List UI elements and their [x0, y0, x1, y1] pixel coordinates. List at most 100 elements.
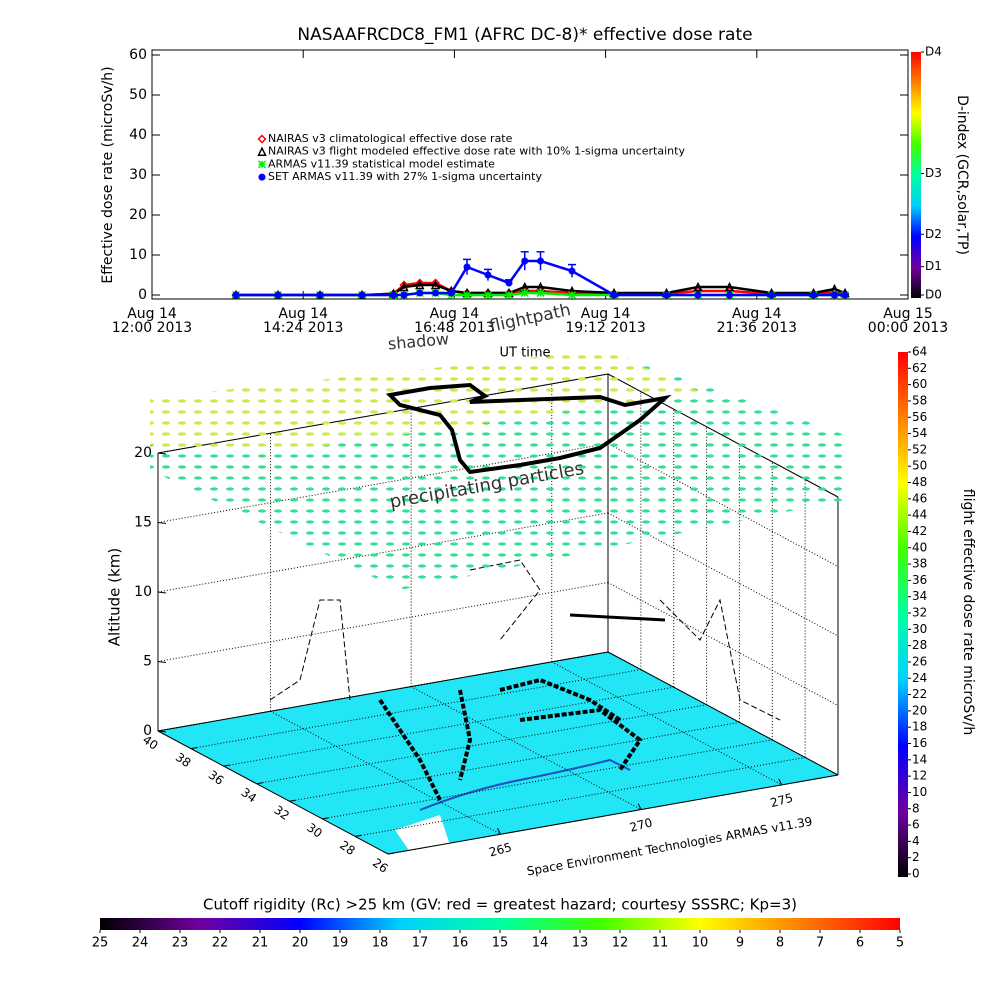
data-point: [568, 267, 576, 275]
data-point: [831, 291, 838, 299]
colorbar: [911, 52, 921, 298]
data-point: [274, 291, 282, 299]
data-point: [462, 290, 472, 300]
axis-line: [387, 774, 839, 855]
colorbar-tick-label: 15: [492, 936, 509, 951]
colorbar-tick-label: 11: [652, 936, 669, 951]
data-point: [400, 291, 408, 299]
colorbar-tick-label: 16: [912, 736, 927, 750]
data-point: [430, 279, 441, 290]
data-point: [693, 281, 703, 292]
x-tick-label: 19:12 2013: [565, 320, 645, 336]
colorbar-tick-label: 14: [912, 752, 927, 766]
colorbar-tick-label: 38: [912, 557, 927, 571]
colorbar-tick-label: 0: [912, 867, 920, 881]
flight-path: [385, 382, 672, 475]
colorbar-tick-label: 6: [912, 818, 920, 832]
particle-field-high: [150, 350, 700, 455]
z-tick: [157, 522, 167, 524]
colorbar-title: Cutoff rigidity (Rc) >25 km (GV: red = g…: [203, 896, 797, 914]
data-point: [536, 288, 545, 298]
x-tick-label: 14:24 2013: [263, 320, 343, 336]
colorbar-tick-label: 18: [912, 720, 927, 734]
data-point: [768, 291, 775, 299]
colorbar-tick-label: 17: [412, 936, 429, 951]
data-point: [726, 291, 733, 299]
colorbar-tick-label: 32: [912, 606, 927, 620]
lon-tick: [637, 803, 642, 810]
colorbar-tick-label: D2: [925, 227, 942, 241]
x-tick-label: Aug 14: [127, 306, 177, 322]
z-tick-label: 20: [134, 445, 152, 461]
z-tick-label: 0: [143, 723, 152, 739]
z-tick: [157, 661, 167, 663]
data-point: [416, 289, 424, 297]
lon-tick-label: 270: [628, 815, 654, 834]
coastline: [419, 758, 631, 811]
data-point: [810, 291, 817, 299]
colorbar-tick-label: 56: [912, 410, 927, 424]
y-tick-label: 30: [129, 167, 147, 183]
grid-line: [355, 756, 806, 837]
legend-marker: [258, 173, 266, 181]
y-tick-label: 50: [129, 87, 147, 103]
data-point: [567, 290, 577, 300]
colorbar-tick-label: 26: [912, 654, 927, 668]
ground-map: [158, 652, 838, 854]
lat-tick: [322, 817, 329, 820]
data-point: [415, 279, 425, 290]
lat-tick: [223, 764, 230, 767]
colorbar-tick-label: 2: [912, 850, 920, 864]
legend-marker: [257, 134, 267, 144]
colorbar-tick-label: 24: [912, 671, 927, 685]
colorbar-tick-label: 50: [912, 459, 927, 473]
y-tick-label: 60: [129, 47, 147, 63]
colorbar-tick-label: 9: [736, 936, 744, 951]
data-point: [415, 278, 425, 288]
colorbar-tick-label: 64: [912, 345, 927, 359]
colorbar-tick-label: 12: [612, 936, 629, 951]
colorbar-tick-label: 6: [856, 936, 864, 951]
colorbar-title: flight effective dose rate microSv/h: [960, 489, 976, 735]
data-point: [694, 291, 702, 299]
data-point: [484, 271, 492, 279]
colorbar-tick-label: 58: [912, 393, 927, 407]
lon-tick: [497, 828, 501, 835]
x-tick-label: 16:48 2013: [414, 320, 494, 336]
grid-line: [157, 582, 609, 662]
z-axis-label: Altitude (km): [106, 548, 124, 646]
lon-tick-label: 275: [769, 791, 795, 810]
x-tick-label: Aug 14: [430, 306, 480, 322]
colorbar-tick-label: 10: [692, 936, 709, 951]
data-point: [232, 291, 240, 299]
axis-line: [157, 730, 389, 855]
data-point: [399, 280, 409, 290]
colorbar-tick-label: 22: [212, 936, 229, 951]
x-tick-label: Aug 14: [278, 306, 328, 322]
grid-line: [289, 721, 740, 802]
colorbar-tick-label: 44: [912, 508, 927, 522]
y-tick-label: 40: [129, 127, 147, 143]
colorbar-tick-label: 30: [912, 622, 927, 636]
flight-segment: [569, 613, 666, 622]
lon-tick-label: 265: [487, 840, 513, 859]
legend-marker: [257, 146, 267, 156]
colorbar-tick-label: D3: [925, 166, 942, 180]
lat-tick: [190, 747, 197, 750]
colorbar-tick-label: 8: [776, 936, 784, 951]
colorbar: [100, 918, 900, 930]
grid-line: [322, 739, 773, 820]
colorbar-tick-label: 54: [912, 426, 927, 440]
data-point: [430, 278, 441, 288]
grid-line: [256, 704, 707, 785]
lat-tick: [289, 799, 296, 802]
grid-line: [190, 669, 641, 750]
x-tick-label: 12:00 2013: [112, 320, 192, 336]
legend-label: ARMAS v11.39 statistical model estimate: [268, 157, 495, 170]
colorbar: [898, 352, 908, 877]
z-tick-label: 10: [134, 584, 152, 600]
colorbar-tick-label: D4: [925, 45, 942, 59]
x-tick-label: 00:00 2013: [868, 320, 948, 336]
colorbar-tick-label: 20: [912, 703, 927, 717]
colorbar-tick-label: 60: [912, 377, 927, 391]
